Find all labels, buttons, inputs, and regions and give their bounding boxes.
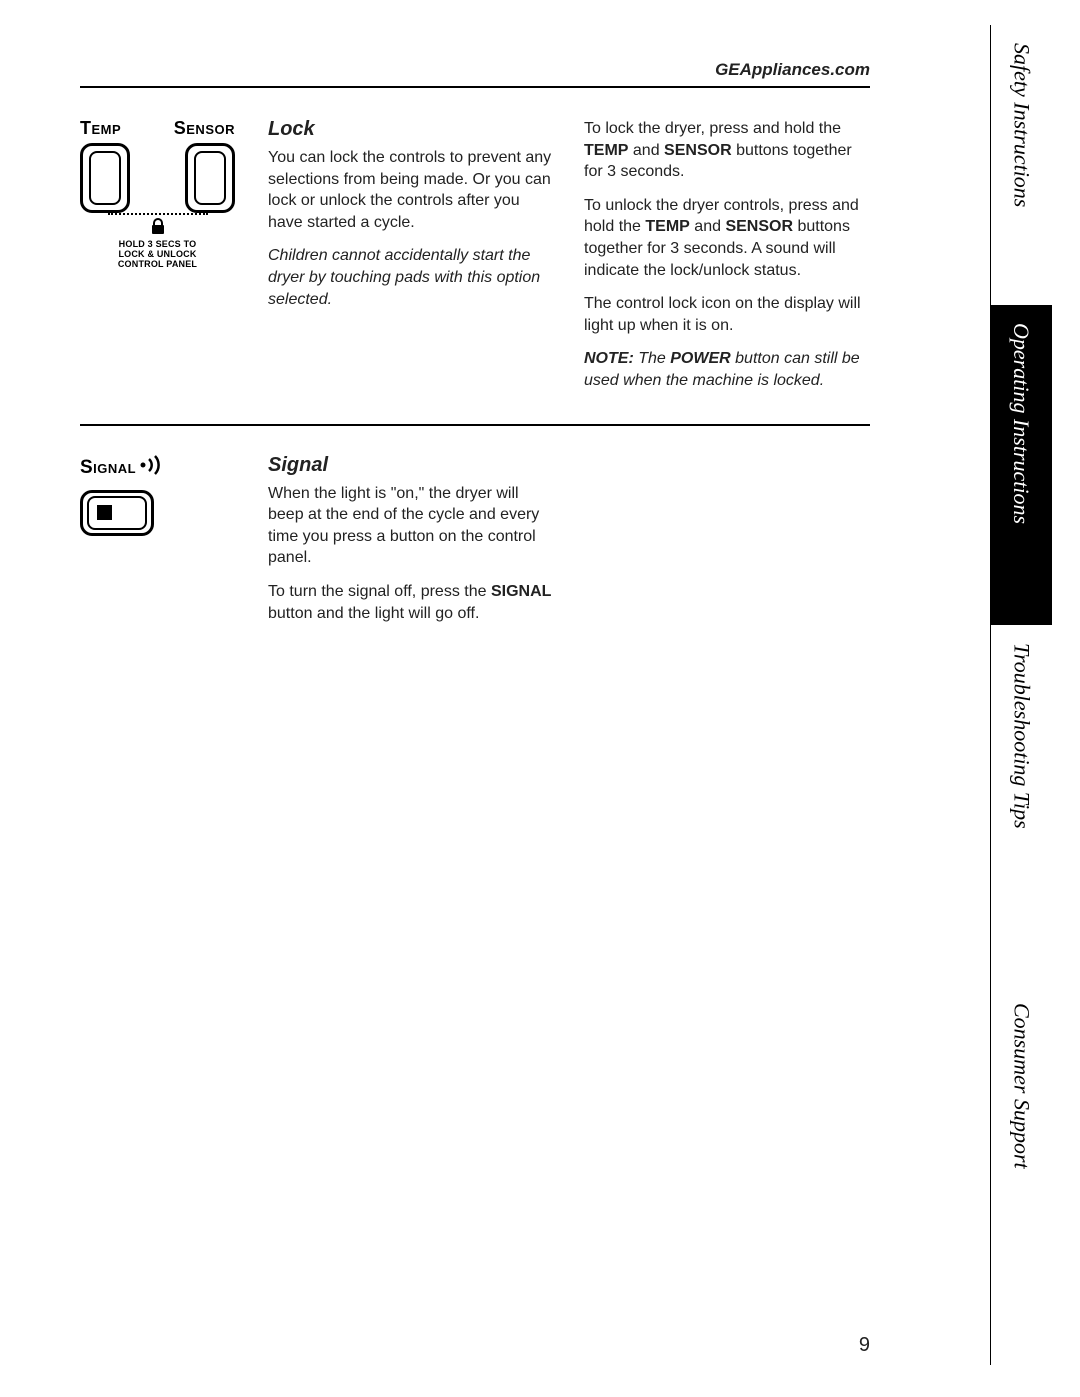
lock-heading: Lock xyxy=(268,118,554,141)
tab-safety-instructions[interactable]: Safety Instructions xyxy=(990,25,1052,305)
page-number: 9 xyxy=(80,1334,870,1357)
lock-right-p2: To unlock the dryer controls, press and … xyxy=(584,195,870,281)
lock-left-column: Lock You can lock the controls to preven… xyxy=(268,118,554,404)
lock-right-column: To lock the dryer, press and hold the TE… xyxy=(584,118,870,404)
header-url: GEAppliances.com xyxy=(80,60,870,88)
lock-para-1: You can lock the controls to prevent any… xyxy=(268,147,554,233)
lock-icon xyxy=(149,217,167,240)
lock-right-p4: NOTE: The POWER button can still be used… xyxy=(584,348,870,391)
panel-label-temp: Temp xyxy=(80,118,121,139)
sound-waves-icon xyxy=(140,454,170,482)
lock-caption: HOLD 3 SECS TOLOCK & UNLOCKCONTROL PANEL xyxy=(80,240,235,270)
lock-right-p1: To lock the dryer, press and hold the TE… xyxy=(584,118,870,183)
lock-section: Temp Sensor HOLD 3 SECS TOLOCK & UNLOCKC… xyxy=(80,118,870,426)
sensor-button-graphic xyxy=(185,143,235,213)
tab-label: Consumer Support xyxy=(1009,1003,1035,1169)
signal-heading: Signal xyxy=(268,454,554,477)
signal-para-1: When the light is "on," the dryer will b… xyxy=(268,483,554,569)
lock-illustration: Temp Sensor HOLD 3 SECS TOLOCK & UNLOCKC… xyxy=(80,118,240,404)
signal-panel-label: Signal xyxy=(80,457,136,479)
signal-indicator-square xyxy=(97,505,112,520)
tab-consumer-support[interactable]: Consumer Support xyxy=(990,985,1052,1365)
tab-operating-instructions[interactable]: Operating Instructions xyxy=(990,305,1052,625)
lock-para-2: Children cannot accidentally start the d… xyxy=(268,245,554,310)
tab-troubleshooting-tips[interactable]: Troubleshooting Tips xyxy=(990,625,1052,985)
tab-label: Troubleshooting Tips xyxy=(1009,643,1035,829)
tab-label: Operating Instructions xyxy=(1008,323,1034,524)
tab-label: Safety Instructions xyxy=(1009,43,1035,207)
signal-column: Signal When the light is "on," the dryer… xyxy=(268,454,554,637)
temp-button-graphic xyxy=(80,143,130,213)
panel-label-sensor: Sensor xyxy=(174,118,235,139)
lock-right-p3: The control lock icon on the display wil… xyxy=(584,293,870,336)
signal-para-2: To turn the signal off, press the SIGNAL… xyxy=(268,581,554,624)
page-content: GEAppliances.com Temp Sensor HOLD 3 SE xyxy=(80,60,870,656)
signal-button-graphic xyxy=(80,490,154,536)
signal-section: Signal Signal xyxy=(80,454,870,657)
side-tabs: Safety Instructions Operating Instructio… xyxy=(924,25,1052,1365)
signal-illustration: Signal xyxy=(80,454,240,637)
